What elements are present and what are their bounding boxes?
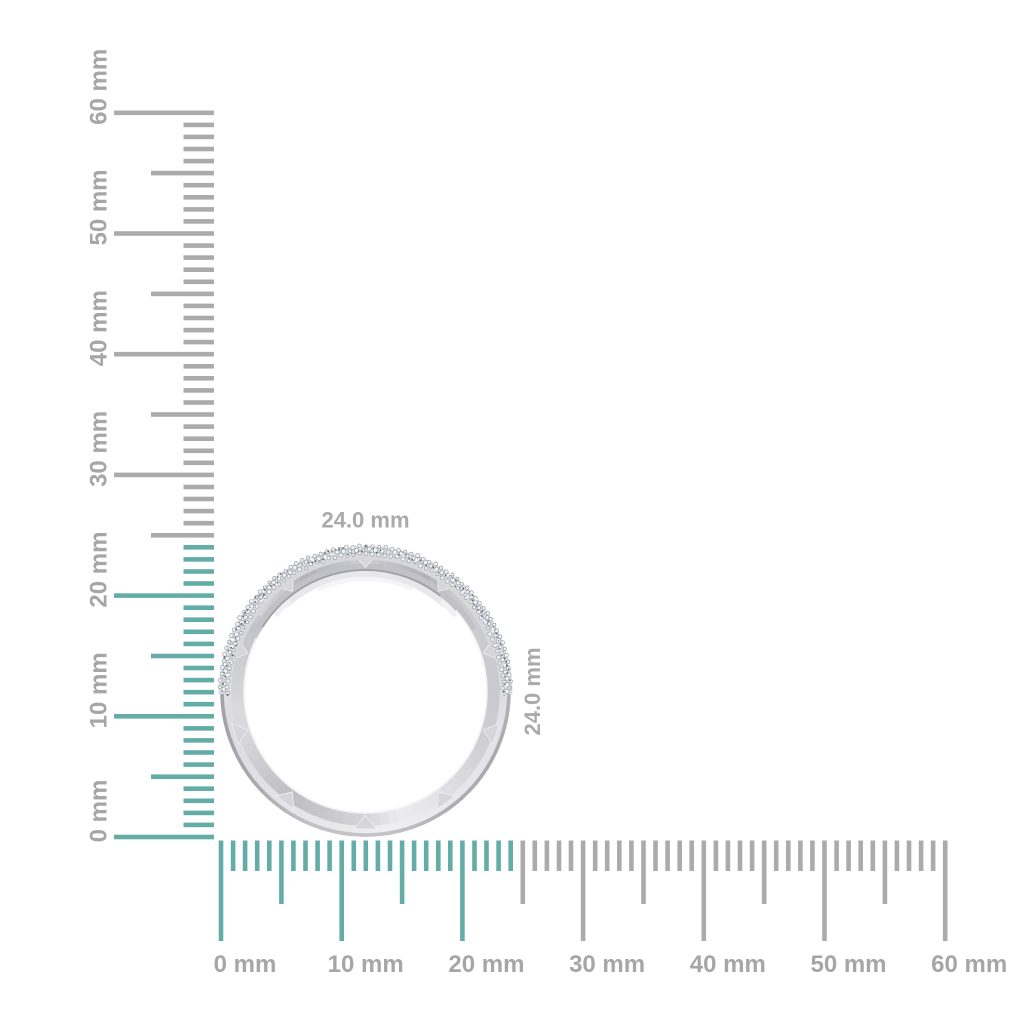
svg-text:50 mm: 50 mm [86,169,113,245]
svg-text:10 mm: 10 mm [86,652,113,728]
svg-text:50 mm: 50 mm [810,951,886,978]
svg-text:0 mm: 0 mm [86,780,113,843]
svg-text:60 mm: 60 mm [931,951,1007,978]
svg-text:60 mm: 60 mm [86,49,113,125]
svg-text:40 mm: 40 mm [690,951,766,978]
svg-text:24.0 mm: 24.0 mm [520,647,545,735]
svg-text:20 mm: 20 mm [448,951,524,978]
svg-text:0 mm: 0 mm [214,951,277,978]
svg-text:30 mm: 30 mm [569,951,645,978]
svg-text:40 mm: 40 mm [86,290,113,366]
svg-text:24.0 mm: 24.0 mm [321,508,409,533]
svg-text:30 mm: 30 mm [86,411,113,487]
svg-text:20 mm: 20 mm [86,532,113,608]
svg-text:10 mm: 10 mm [328,951,404,978]
